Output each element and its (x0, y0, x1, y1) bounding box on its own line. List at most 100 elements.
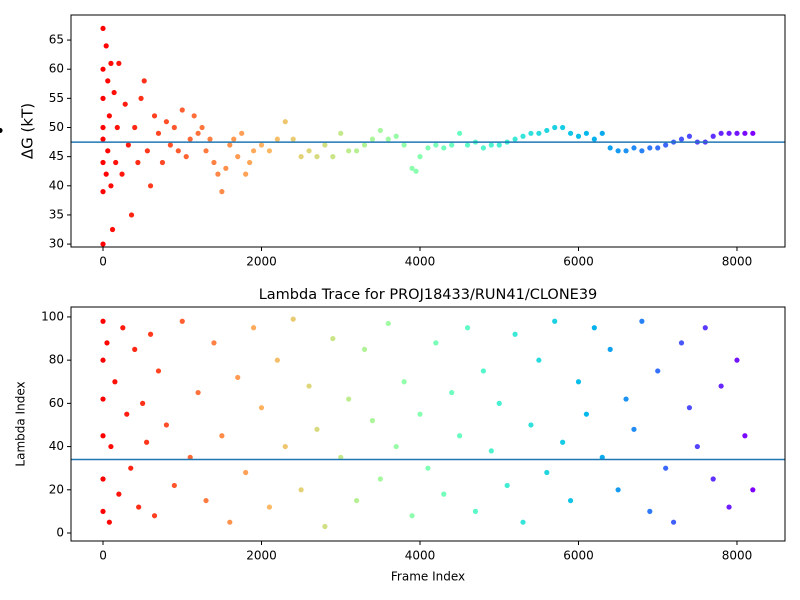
data-point (457, 433, 463, 439)
data-point (138, 95, 144, 101)
data-point (575, 133, 582, 139)
data-point (560, 439, 566, 445)
data-point (361, 142, 368, 148)
data-point (191, 113, 197, 119)
data-point (112, 379, 118, 385)
data-point (231, 136, 237, 142)
data-point (663, 142, 669, 148)
data-point (567, 130, 574, 136)
data-point (144, 439, 150, 445)
data-point (104, 340, 110, 346)
data-point (504, 482, 510, 489)
data-point (718, 130, 724, 136)
data-point (227, 142, 233, 148)
x-axis-label: Frame Index (391, 570, 465, 584)
data-point (211, 340, 217, 346)
data-point (171, 482, 177, 489)
data-point (425, 145, 431, 151)
data-point (710, 476, 716, 482)
plot-frame (70, 14, 786, 248)
data-point (409, 165, 415, 171)
data-point (413, 168, 419, 174)
data-point (607, 346, 613, 352)
data-point (750, 487, 756, 493)
data-point (607, 145, 613, 151)
data-point (338, 454, 344, 460)
data-point (106, 113, 112, 119)
data-point (441, 491, 447, 497)
data-point (306, 383, 312, 389)
data-point (195, 130, 201, 136)
data-point (520, 519, 526, 525)
data-point (346, 148, 352, 154)
data-point (647, 145, 653, 151)
y-tick-label: 65 (49, 33, 64, 47)
data-point (111, 89, 117, 96)
data-point (135, 159, 141, 166)
data-point (488, 142, 494, 148)
data-point (496, 142, 502, 148)
data-point (124, 411, 130, 417)
data-point (171, 124, 177, 131)
data-point (417, 154, 423, 160)
data-point (100, 159, 106, 166)
data-point (147, 183, 154, 189)
data-point (274, 136, 280, 142)
data-point (536, 357, 542, 363)
data-point (159, 159, 166, 166)
data-point (100, 66, 106, 72)
data-point (183, 154, 189, 160)
data-point (105, 78, 111, 84)
data-point (266, 504, 273, 510)
x-tick-label: 6000 (563, 549, 594, 563)
data-point (742, 130, 748, 136)
data-point (119, 171, 125, 177)
data-point (203, 497, 209, 504)
data-point (330, 154, 336, 160)
data-point (377, 476, 383, 482)
data-point (116, 60, 122, 66)
y-tick-label: 55 (49, 91, 64, 105)
data-point (108, 60, 114, 66)
data-point (433, 142, 439, 148)
data-point (734, 130, 740, 136)
x-tick-label: 0 (99, 549, 107, 563)
data-point (330, 335, 336, 342)
data-point (615, 148, 621, 154)
data-point (544, 127, 550, 134)
data-point (116, 491, 122, 497)
data-point (346, 396, 352, 402)
data-point (409, 513, 415, 519)
data-point (187, 136, 193, 142)
data-point (147, 331, 154, 337)
data-point (120, 325, 126, 331)
data-point (132, 346, 138, 352)
y-tick-label: 45 (49, 149, 64, 163)
data-point (591, 136, 597, 142)
data-point (100, 357, 106, 363)
data-point (140, 400, 146, 406)
data-point (290, 136, 296, 142)
data-point (122, 101, 128, 107)
data-point (258, 142, 265, 148)
data-point (583, 130, 590, 136)
data-point (314, 154, 320, 160)
data-point (109, 226, 116, 233)
data-point (250, 325, 257, 331)
data-point (702, 325, 708, 331)
data-point (393, 133, 399, 139)
data-point (726, 130, 732, 136)
data-point (552, 318, 558, 324)
data-point (425, 465, 431, 471)
data-point (282, 119, 288, 125)
data-point (615, 487, 621, 493)
x-tick-label: 4000 (405, 549, 436, 563)
data-point (734, 357, 740, 363)
data-point (132, 124, 138, 131)
data-point (250, 148, 257, 154)
data-point (686, 405, 693, 411)
data-point (441, 145, 447, 151)
data-point (544, 469, 550, 476)
x-tick-label: 2000 (246, 549, 277, 563)
